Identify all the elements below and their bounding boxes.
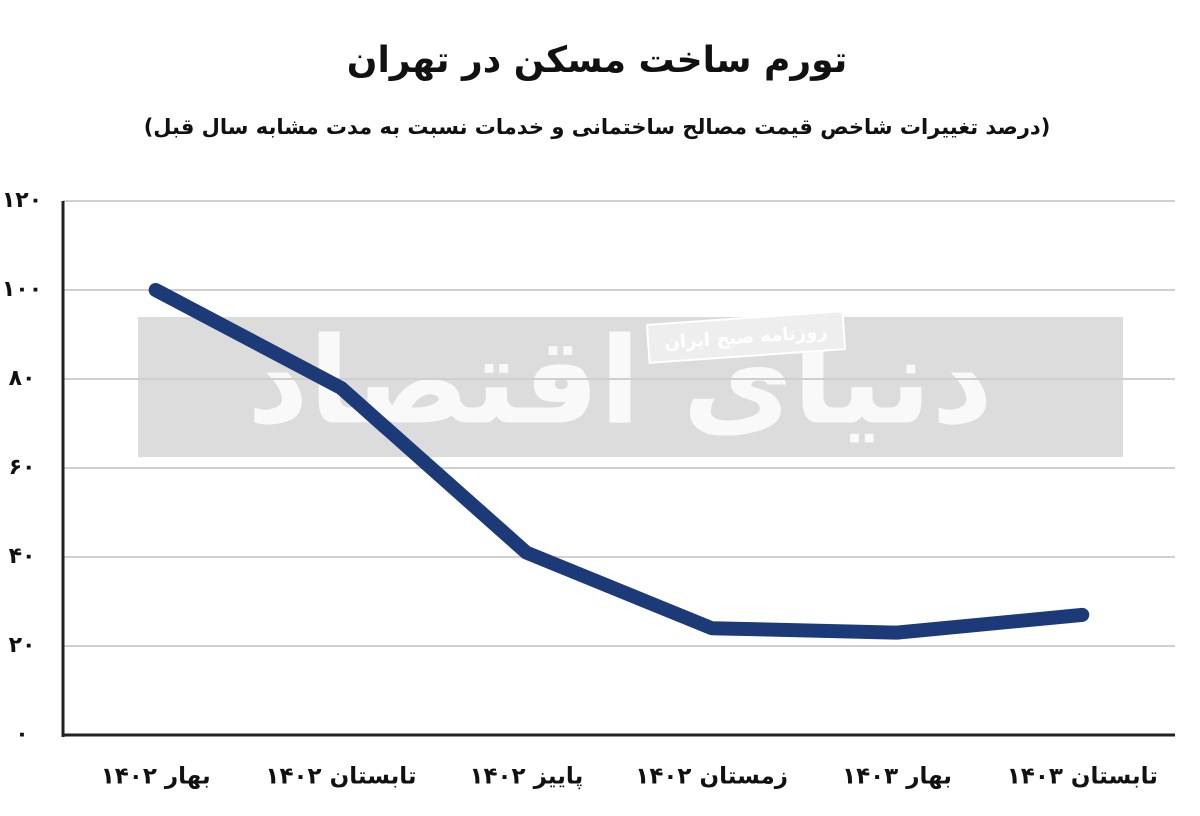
watermark-band <box>138 317 1123 457</box>
x-tick-label: پاییز ۱۴۰۲ <box>469 764 583 790</box>
y-tick-label: ۱۲۰ <box>2 188 42 213</box>
chart-subtitle: (درصد تغییرات شاخص قیمت مصالح ساختمانی و… <box>144 115 1051 139</box>
data-line <box>148 283 1090 640</box>
y-tick-label: ۲۰ <box>9 633 36 658</box>
x-tick-label: زمستان ۱۴۰۲ <box>635 764 788 790</box>
x-tick-label: تابستان ۱۴۰۳ <box>1007 764 1158 790</box>
watermark-box <box>645 310 847 364</box>
y-tick-label: ۸۰ <box>9 366 36 391</box>
watermark-logo: دنیای اقتصاد <box>247 313 993 452</box>
y-tick-label: ۶۰ <box>9 455 36 480</box>
y-tick-label: ۱۰۰ <box>2 277 42 302</box>
x-tick-label: بهار ۱۴۰۳ <box>842 764 952 790</box>
x-tick-label: بهار ۱۴۰۲ <box>101 764 211 790</box>
y-tick-label: ۰ <box>15 722 28 747</box>
y-tick-label: ۴۰ <box>9 544 36 569</box>
chart-title: تورم ساخت مسکن در تهران <box>347 40 848 81</box>
x-tick-label: تابستان ۱۴۰۲ <box>265 764 416 790</box>
